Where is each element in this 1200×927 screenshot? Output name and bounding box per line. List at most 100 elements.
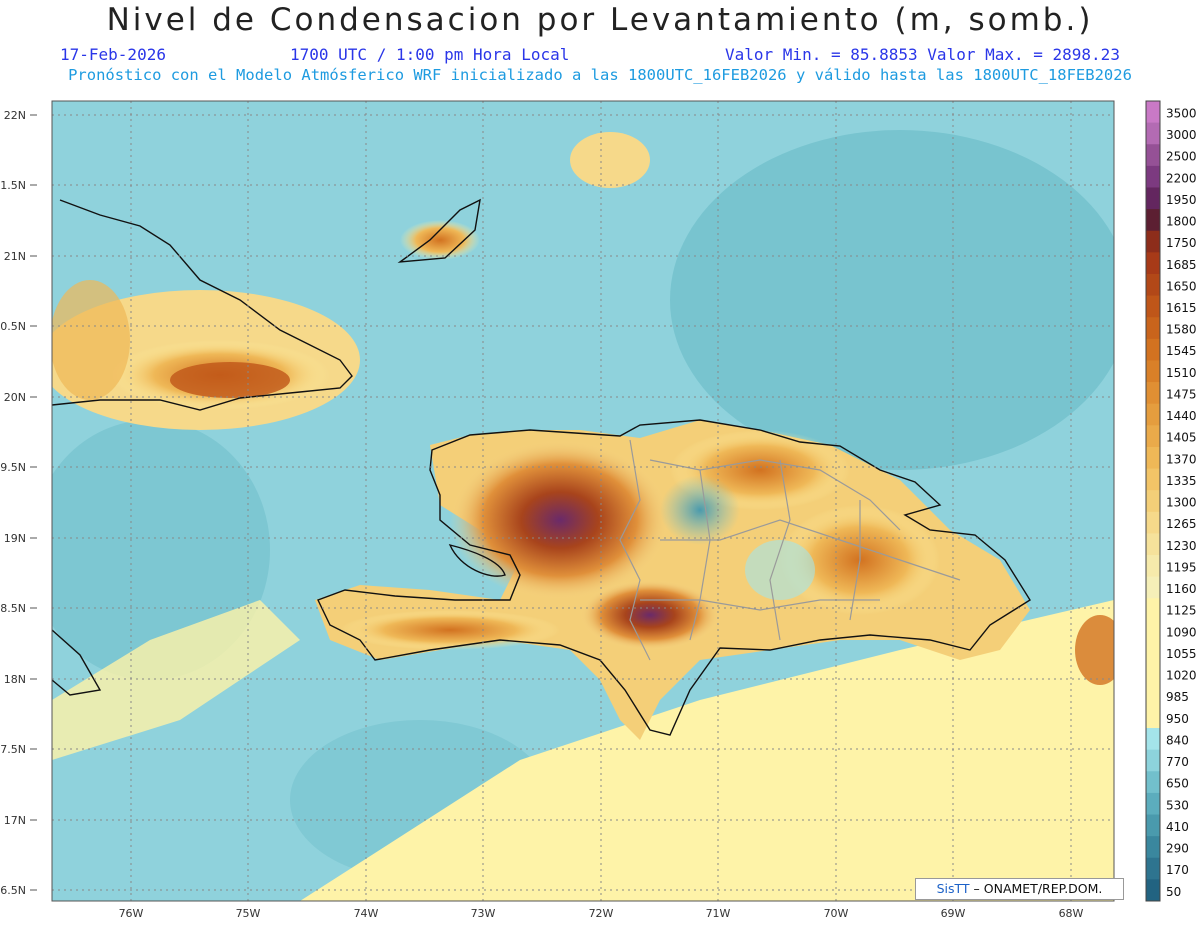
colorbar-label: 1265 [1166, 517, 1197, 531]
colorbar-swatch [1146, 403, 1160, 426]
credit-org: – ONAMET/REP.DOM. [969, 881, 1103, 896]
colorbar-label: 1160 [1166, 582, 1197, 596]
colorbar-swatch [1146, 749, 1160, 772]
colorbar-swatch [1146, 771, 1160, 794]
colorbar-label: 1195 [1166, 560, 1197, 574]
map-frame [51, 100, 1115, 902]
colorbar-label: 1510 [1166, 366, 1197, 380]
colorbar-swatch [1146, 295, 1160, 318]
colorbar-swatch [1146, 555, 1160, 578]
colorbar-swatch [1146, 511, 1160, 534]
colorbar-label: 1055 [1166, 647, 1197, 661]
colorbar-label: 1800 [1166, 215, 1197, 229]
colorbar-label: 1300 [1166, 496, 1197, 510]
colorbar-label: 1650 [1166, 279, 1197, 293]
colorbar-label: 410 [1166, 820, 1189, 834]
colorbar-label: 3500 [1166, 106, 1197, 120]
colorbar-swatch [1146, 641, 1160, 664]
colorbar-swatch [1146, 273, 1160, 297]
colorbar-label: 1950 [1166, 193, 1197, 207]
colorbar-label: 950 [1166, 712, 1189, 726]
cuba-coast [51, 199, 353, 411]
province-borders [619, 439, 961, 661]
value-range: Valor Min. = 85.8853 Valor Max. = 2898.2… [725, 45, 1120, 64]
lat-label: 19N [4, 532, 26, 545]
lat-label: 9.5N [0, 461, 26, 474]
lat-label: 7.5N [0, 743, 26, 756]
colorbar-label: 1125 [1166, 604, 1197, 618]
lon-label: 69W [941, 907, 966, 920]
colorbar-label: 1405 [1166, 431, 1197, 445]
colorbar-swatch [1146, 165, 1160, 188]
lat-ticks [30, 114, 37, 891]
gonave-coast [448, 543, 506, 577]
colorbar-label: 1020 [1166, 669, 1197, 683]
colorbar-frame [1145, 100, 1161, 902]
colorbar-swatch [1146, 814, 1160, 837]
colorbar-swatch [1146, 144, 1160, 167]
colorbar-label: 770 [1166, 755, 1189, 769]
colorbar-label: 1370 [1166, 452, 1197, 466]
colorbar-swatch [1146, 230, 1160, 253]
lat-label: 17N [4, 814, 26, 827]
colorbar-swatch [1146, 490, 1160, 513]
colorbar: 3500 3000 2500 2200 1950 1800 1750 1685 1650 1615… [1145, 100, 1197, 902]
lon-label: 71W [706, 907, 731, 920]
forecast-time: 1700 UTC / 1:00 pm Hora Local [290, 45, 570, 64]
colorbar-swatch [1146, 122, 1160, 145]
colorbar-swatch [1146, 836, 1160, 859]
lon-label: 70W [824, 907, 849, 920]
colorbar-swatch [1146, 382, 1160, 405]
lon-label: 68W [1059, 907, 1084, 920]
longitude-labels: 76W 75W 74W 73W 72W 71W 70W 69W 68W [119, 907, 1084, 920]
lat-label: 20N [4, 391, 26, 404]
grid-lines [52, 101, 1114, 901]
colorbar-label: 2200 [1166, 171, 1197, 185]
colorbar-label: 3000 [1166, 128, 1197, 142]
lon-label: 73W [471, 907, 496, 920]
colorbar-swatch [1146, 317, 1160, 340]
colorbar-label: 1685 [1166, 258, 1197, 272]
colorbar-label: 1090 [1166, 625, 1197, 639]
inagua-coast [397, 198, 481, 263]
credit-box: SisTT – ONAMET/REP.DOM. [915, 878, 1124, 900]
colorbar-swatch [1146, 728, 1160, 751]
colorbar-swatch [1146, 187, 1160, 210]
colorbar-swatch [1146, 338, 1160, 361]
colorbar-swatch [1146, 209, 1160, 232]
colorbar-label: 650 [1166, 777, 1189, 791]
lat-label: 0.5N [0, 320, 26, 333]
latitude-labels: 22N 1.5N 21N 0.5N 20N 9.5N 19N 8.5N 18N … [0, 109, 26, 897]
colorbar-swatch [1146, 792, 1160, 816]
sistt-logo: SisTT [936, 881, 970, 896]
colorbar-label: 840 [1166, 733, 1189, 747]
colorbar-swatch [1146, 360, 1160, 383]
colorbar-swatch [1146, 879, 1160, 902]
colorbar-label: 1580 [1166, 323, 1197, 337]
lat-label: 1.5N [0, 179, 26, 192]
lat-label: 8.5N [0, 602, 26, 615]
lat-label: 6.5N [0, 884, 26, 897]
colorbar-swatch [1146, 252, 1160, 275]
colorbar-swatch [1146, 576, 1160, 599]
colorbar-swatch [1146, 706, 1160, 729]
colorbar-label: 1615 [1166, 301, 1197, 315]
colorbar-label: 1230 [1166, 539, 1197, 553]
jamaica-coast [51, 629, 102, 696]
colorbar-label: 50 [1166, 885, 1181, 899]
colorbar-label: 1440 [1166, 409, 1197, 423]
colorbar-swatch [1146, 446, 1160, 470]
lon-label: 76W [119, 907, 144, 920]
lat-label: 22N [4, 109, 26, 122]
colorbar-label: 1750 [1166, 236, 1197, 250]
map-title: Nivel de Condensacion por Levantamiento … [106, 2, 1094, 38]
lcl-field [52, 101, 1114, 901]
colorbar-label: 1335 [1166, 474, 1197, 488]
lon-label: 75W [236, 907, 261, 920]
lat-label: 18N [4, 673, 26, 686]
colorbar-label: 530 [1166, 798, 1189, 812]
colorbar-label: 2500 [1166, 150, 1197, 164]
colorbar-swatch [1146, 533, 1160, 556]
colorbar-label: 170 [1166, 863, 1189, 877]
colorbar-label: 1545 [1166, 344, 1197, 358]
